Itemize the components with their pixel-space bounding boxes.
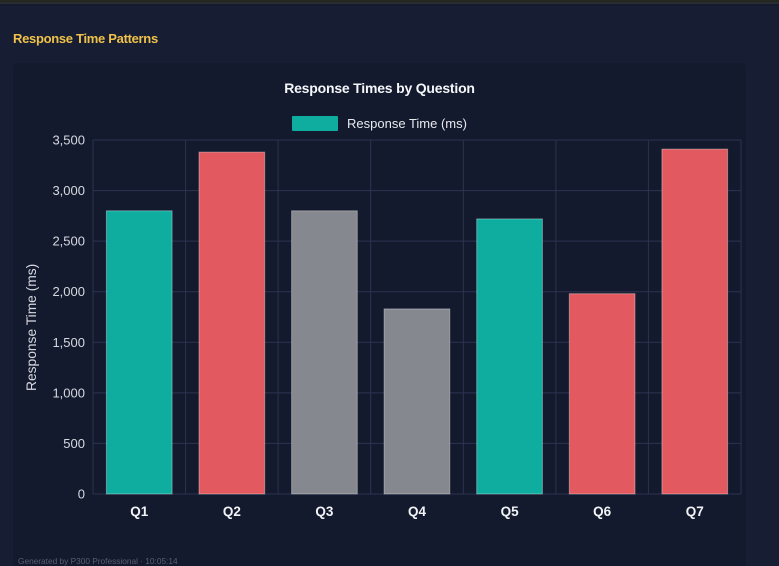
svg-text:Q5: Q5 [501,504,520,519]
svg-text:1,000: 1,000 [52,385,85,400]
svg-text:3,500: 3,500 [52,133,85,148]
svg-text:2,000: 2,000 [52,284,85,299]
svg-text:1,500: 1,500 [52,335,85,350]
svg-text:Q1: Q1 [130,504,149,519]
svg-text:3,000: 3,000 [52,183,85,198]
svg-text:0: 0 [78,487,85,502]
svg-text:Q2: Q2 [223,504,241,519]
svg-text:500: 500 [63,436,85,451]
svg-text:Q3: Q3 [315,504,334,519]
svg-text:Q4: Q4 [408,504,427,519]
svg-text:Q6: Q6 [593,504,612,519]
svg-text:2,500: 2,500 [52,234,85,249]
svg-text:Q7: Q7 [686,504,704,519]
